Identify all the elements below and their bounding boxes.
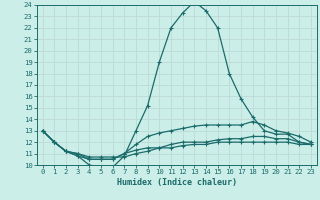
X-axis label: Humidex (Indice chaleur): Humidex (Indice chaleur)	[117, 178, 237, 187]
